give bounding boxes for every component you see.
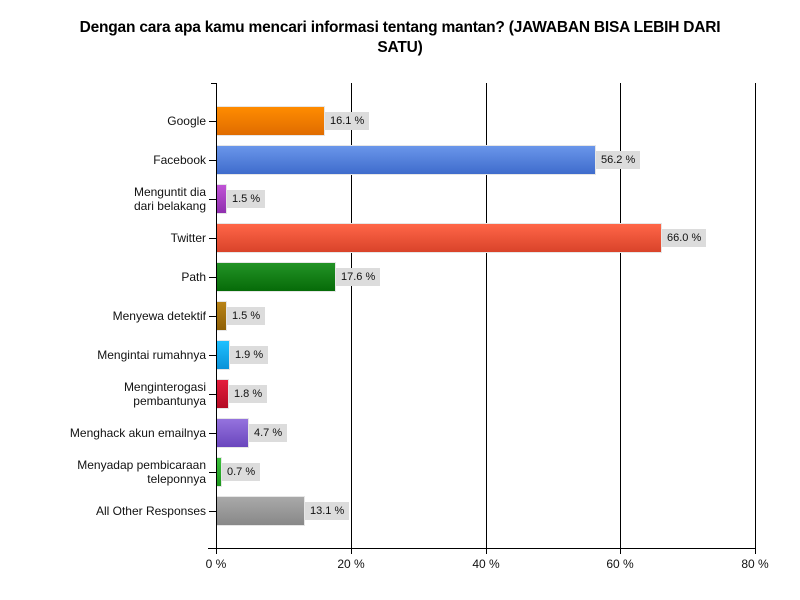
y-tick bbox=[209, 277, 216, 278]
gridline bbox=[351, 83, 352, 549]
bar bbox=[217, 379, 229, 409]
bar bbox=[217, 184, 227, 214]
bar bbox=[217, 301, 227, 331]
x-tick bbox=[216, 548, 217, 554]
category-label: Menyadap pembicaraan teleponnya bbox=[77, 458, 206, 486]
gridline bbox=[216, 83, 217, 549]
x-tick-label: 40 % bbox=[472, 557, 500, 571]
y-tick bbox=[209, 472, 216, 473]
y-tick bbox=[209, 316, 216, 317]
value-label: 1.9 % bbox=[230, 346, 269, 364]
bar bbox=[217, 418, 249, 448]
x-tick bbox=[486, 548, 487, 554]
value-label: 16.1 % bbox=[325, 112, 370, 130]
y-tick bbox=[209, 355, 216, 356]
category-label: All Other Responses bbox=[95, 504, 206, 518]
bar bbox=[217, 496, 305, 526]
y-tick bbox=[209, 121, 216, 122]
category-label: Mengintai rumahnya bbox=[97, 348, 206, 362]
gridline bbox=[620, 83, 621, 549]
category-label: Menghack akun emailnya bbox=[69, 426, 206, 440]
x-tick bbox=[620, 548, 621, 554]
y-tick bbox=[209, 160, 216, 161]
bar bbox=[217, 340, 230, 370]
value-label: 66.0 % bbox=[662, 229, 707, 247]
bar bbox=[217, 106, 325, 136]
x-axis-line bbox=[208, 548, 756, 549]
y-tick bbox=[209, 433, 216, 434]
category-label: Path bbox=[181, 270, 206, 284]
chart-title-line2: SATU) bbox=[377, 39, 423, 56]
y-tick bbox=[209, 238, 216, 239]
category-label: Menyewa detektif bbox=[112, 309, 206, 323]
value-label: 1.5 % bbox=[227, 190, 266, 208]
bar bbox=[217, 457, 222, 487]
x-tick-label: 60 % bbox=[606, 557, 634, 571]
chart-title: Dengan cara apa kamu mencari informasi t… bbox=[40, 18, 760, 58]
bar bbox=[217, 262, 336, 292]
category-label: Menguntit dia dari belakang bbox=[133, 185, 206, 213]
chart-title-line1: Dengan cara apa kamu mencari informasi t… bbox=[79, 19, 721, 36]
x-tick bbox=[351, 548, 352, 554]
bar bbox=[217, 145, 596, 175]
value-label: 4.7 % bbox=[249, 424, 288, 442]
category-label: Google bbox=[167, 114, 206, 128]
category-label: Twitter bbox=[170, 231, 206, 245]
category-label: Facebook bbox=[153, 153, 206, 167]
value-label: 13.1 % bbox=[305, 502, 350, 520]
gridline bbox=[755, 83, 756, 549]
value-label: 1.5 % bbox=[227, 307, 266, 325]
y-tick bbox=[209, 394, 216, 395]
value-label: 1.8 % bbox=[229, 385, 268, 403]
y-axis-top-cap bbox=[211, 83, 216, 84]
gridline bbox=[486, 83, 487, 549]
x-tick-label: 20 % bbox=[337, 557, 365, 571]
bar bbox=[217, 223, 662, 253]
x-tick-label: 0 % bbox=[205, 557, 227, 571]
category-label: Menginterogasi pembantunya bbox=[123, 380, 206, 408]
y-tick bbox=[209, 511, 216, 512]
value-label: 56.2 % bbox=[596, 151, 641, 169]
x-tick-label: 80 % bbox=[741, 557, 769, 571]
y-tick bbox=[209, 199, 216, 200]
value-label: 17.6 % bbox=[336, 268, 381, 286]
x-tick bbox=[755, 548, 756, 554]
value-label: 0.7 % bbox=[222, 463, 261, 481]
